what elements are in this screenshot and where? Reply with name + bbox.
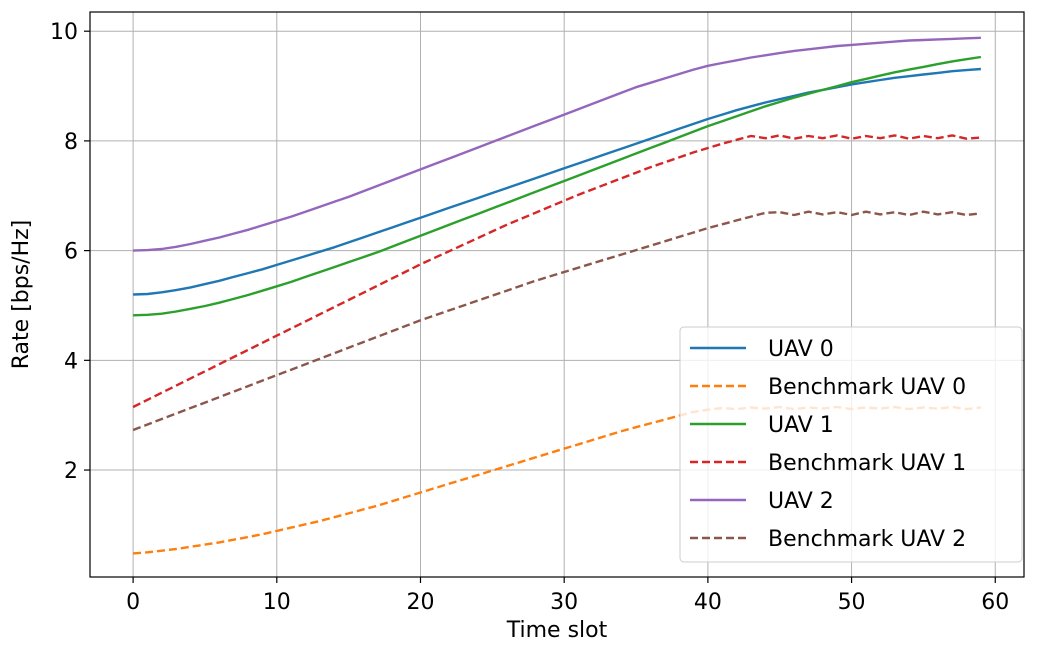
legend-label: UAV 2 <box>768 489 834 514</box>
x-axis-label: Time slot <box>506 618 608 643</box>
legend-box <box>679 326 1023 563</box>
y-tick-label: 2 <box>64 459 78 484</box>
series-line <box>132 210 982 432</box>
x-tick-label: 0 <box>126 590 140 615</box>
plot-frame <box>89 11 1025 578</box>
y-tick-label: 6 <box>64 240 78 265</box>
x-tick-label: 10 <box>263 590 291 615</box>
legend-label: Benchmark UAV 2 <box>768 527 966 552</box>
series-line <box>132 134 981 409</box>
legend: UAV 0 Benchmark UAV 0 UAV 1 Benchmark UAV 1… <box>679 326 1023 563</box>
x-tick-label: 40 <box>694 590 722 615</box>
x-tick-label: 30 <box>550 590 578 615</box>
legend-label: Benchmark UAV 0 <box>768 375 966 400</box>
series-line <box>133 36 981 252</box>
y-tick-label: 8 <box>64 130 78 155</box>
series-line <box>133 67 981 296</box>
x-tick-label: 50 <box>838 590 866 615</box>
series-line <box>133 55 982 317</box>
x-axis-ticks: 0 10 20 30 40 50 60 <box>126 577 1009 615</box>
y-axis-label: Rate [bps/Hz] <box>9 220 34 370</box>
legend-label: Benchmark UAV 1 <box>768 451 966 476</box>
y-tick-label: 4 <box>64 349 78 374</box>
legend-label: UAV 0 <box>768 337 834 362</box>
x-tick-label: 20 <box>406 590 434 615</box>
y-axis-ticks: 2 4 6 8 10 <box>50 20 90 484</box>
y-tick-label: 10 <box>50 20 78 45</box>
legend-label: UAV 1 <box>768 413 834 438</box>
x-tick-label: 60 <box>981 590 1009 615</box>
